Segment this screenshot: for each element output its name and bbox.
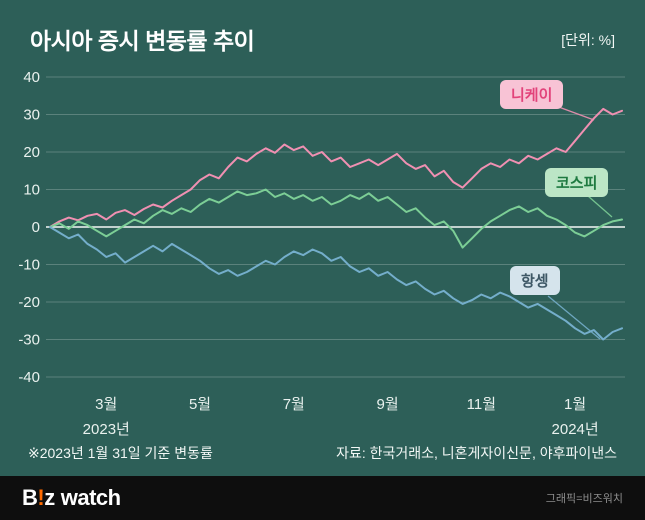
annotation-hangseng: 항셍	[510, 266, 560, 295]
line-chart: 40 30 20 10 0 -10 -20 -30 -40 3월 5월 7월 9월 11월 1월 2023년 2…	[18, 69, 625, 438]
graphic-credit: 그래픽=비즈워치	[545, 493, 623, 505]
svg-text:-40: -40	[18, 369, 40, 386]
svg-text:3월: 3월	[95, 396, 117, 413]
logo-letter-z: z	[44, 485, 55, 510]
source-credit: 자료: 한국거래소, 니혼게자이신문, 야후파이낸스	[336, 445, 617, 461]
svg-text:10: 10	[23, 182, 40, 199]
annotation-kospi: 코스피	[545, 168, 609, 197]
svg-text:20: 20	[23, 144, 40, 161]
svg-text:7월: 7월	[283, 396, 305, 413]
svg-text:-20: -20	[18, 294, 40, 311]
logo-letter-b: B	[22, 485, 38, 510]
svg-text:2024년: 2024년	[552, 421, 599, 438]
svg-text:9월: 9월	[376, 396, 398, 413]
svg-text:2023년: 2023년	[83, 421, 130, 438]
unit-label: [단위: %]	[561, 32, 615, 48]
logo-watch: watch	[60, 485, 121, 510]
svg-text:1월: 1월	[564, 396, 586, 413]
logo-exclamation: !	[37, 485, 45, 510]
svg-text:11월: 11월	[467, 396, 496, 413]
svg-text:0: 0	[32, 219, 40, 236]
bizwatch-logo: B!z watch	[22, 485, 121, 511]
svg-text:30: 30	[23, 107, 40, 124]
baseline-footnote: ※2023년 1월 31일 기준 변동률	[28, 445, 213, 461]
svg-text:5월: 5월	[189, 396, 211, 413]
footer-bar: B!z watch 그래픽=비즈워치	[0, 476, 645, 520]
svg-text:-10: -10	[18, 257, 40, 274]
page-title: 아시아 증시 변동률 추이	[30, 28, 255, 54]
annotation-nikkei: 니케이	[500, 80, 564, 109]
svg-text:40: 40	[23, 69, 40, 86]
svg-text:-30: -30	[18, 332, 40, 349]
